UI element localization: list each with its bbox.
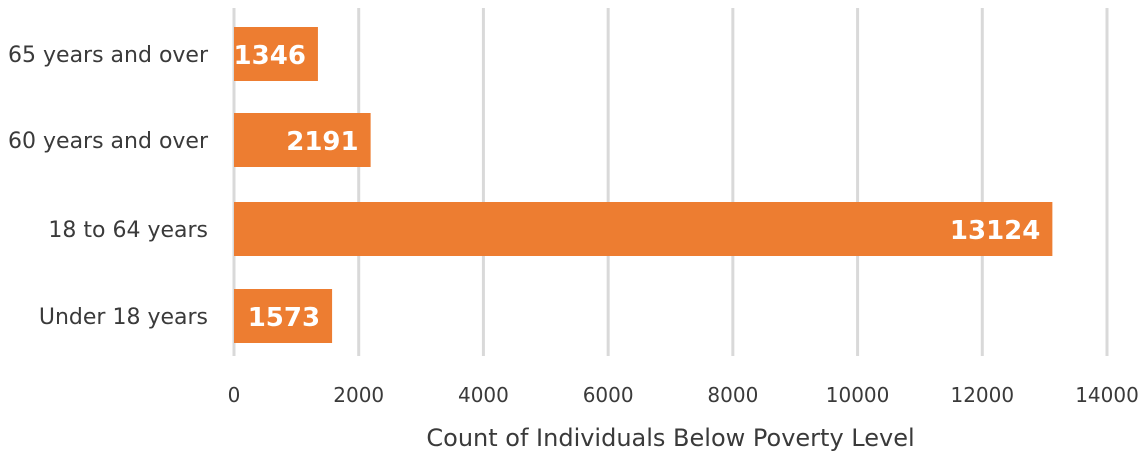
data-labels: 1346 2191 13124 1573 xyxy=(234,41,1041,333)
gridlines xyxy=(232,8,1109,356)
category-label: 60 years and over xyxy=(8,129,209,154)
x-tick-label: 10000 xyxy=(826,383,890,407)
bar xyxy=(234,202,1053,256)
x-tick-label: 14000 xyxy=(1075,383,1139,407)
bar xyxy=(234,27,318,81)
bar-value-label: 13124 xyxy=(950,216,1040,246)
x-axis-title: Count of Individuals Below Poverty Level xyxy=(426,424,914,452)
bars xyxy=(234,27,1053,343)
bar xyxy=(234,113,371,167)
x-tick-label: 8000 xyxy=(707,383,758,407)
bar-value-label: 2191 xyxy=(286,127,358,157)
category-label: Under 18 years xyxy=(39,305,208,330)
bar-value-label: 1573 xyxy=(248,303,320,333)
bar-value-label: 1346 xyxy=(234,41,306,71)
value-axis: 0 2000 4000 6000 8000 10000 12000 14000 xyxy=(228,383,1139,407)
bar xyxy=(234,289,333,343)
x-tick-label: 12000 xyxy=(950,383,1014,407)
x-tick-label: 6000 xyxy=(583,383,634,407)
x-tick-label: 4000 xyxy=(458,383,509,407)
category-label: 65 years and over xyxy=(8,43,209,68)
x-tick-label: 2000 xyxy=(333,383,384,407)
x-tick-label: 0 xyxy=(228,383,241,407)
category-label: 18 to 64 years xyxy=(48,218,208,243)
category-axis: 65 years and over 60 years and over 18 to … xyxy=(8,43,209,330)
